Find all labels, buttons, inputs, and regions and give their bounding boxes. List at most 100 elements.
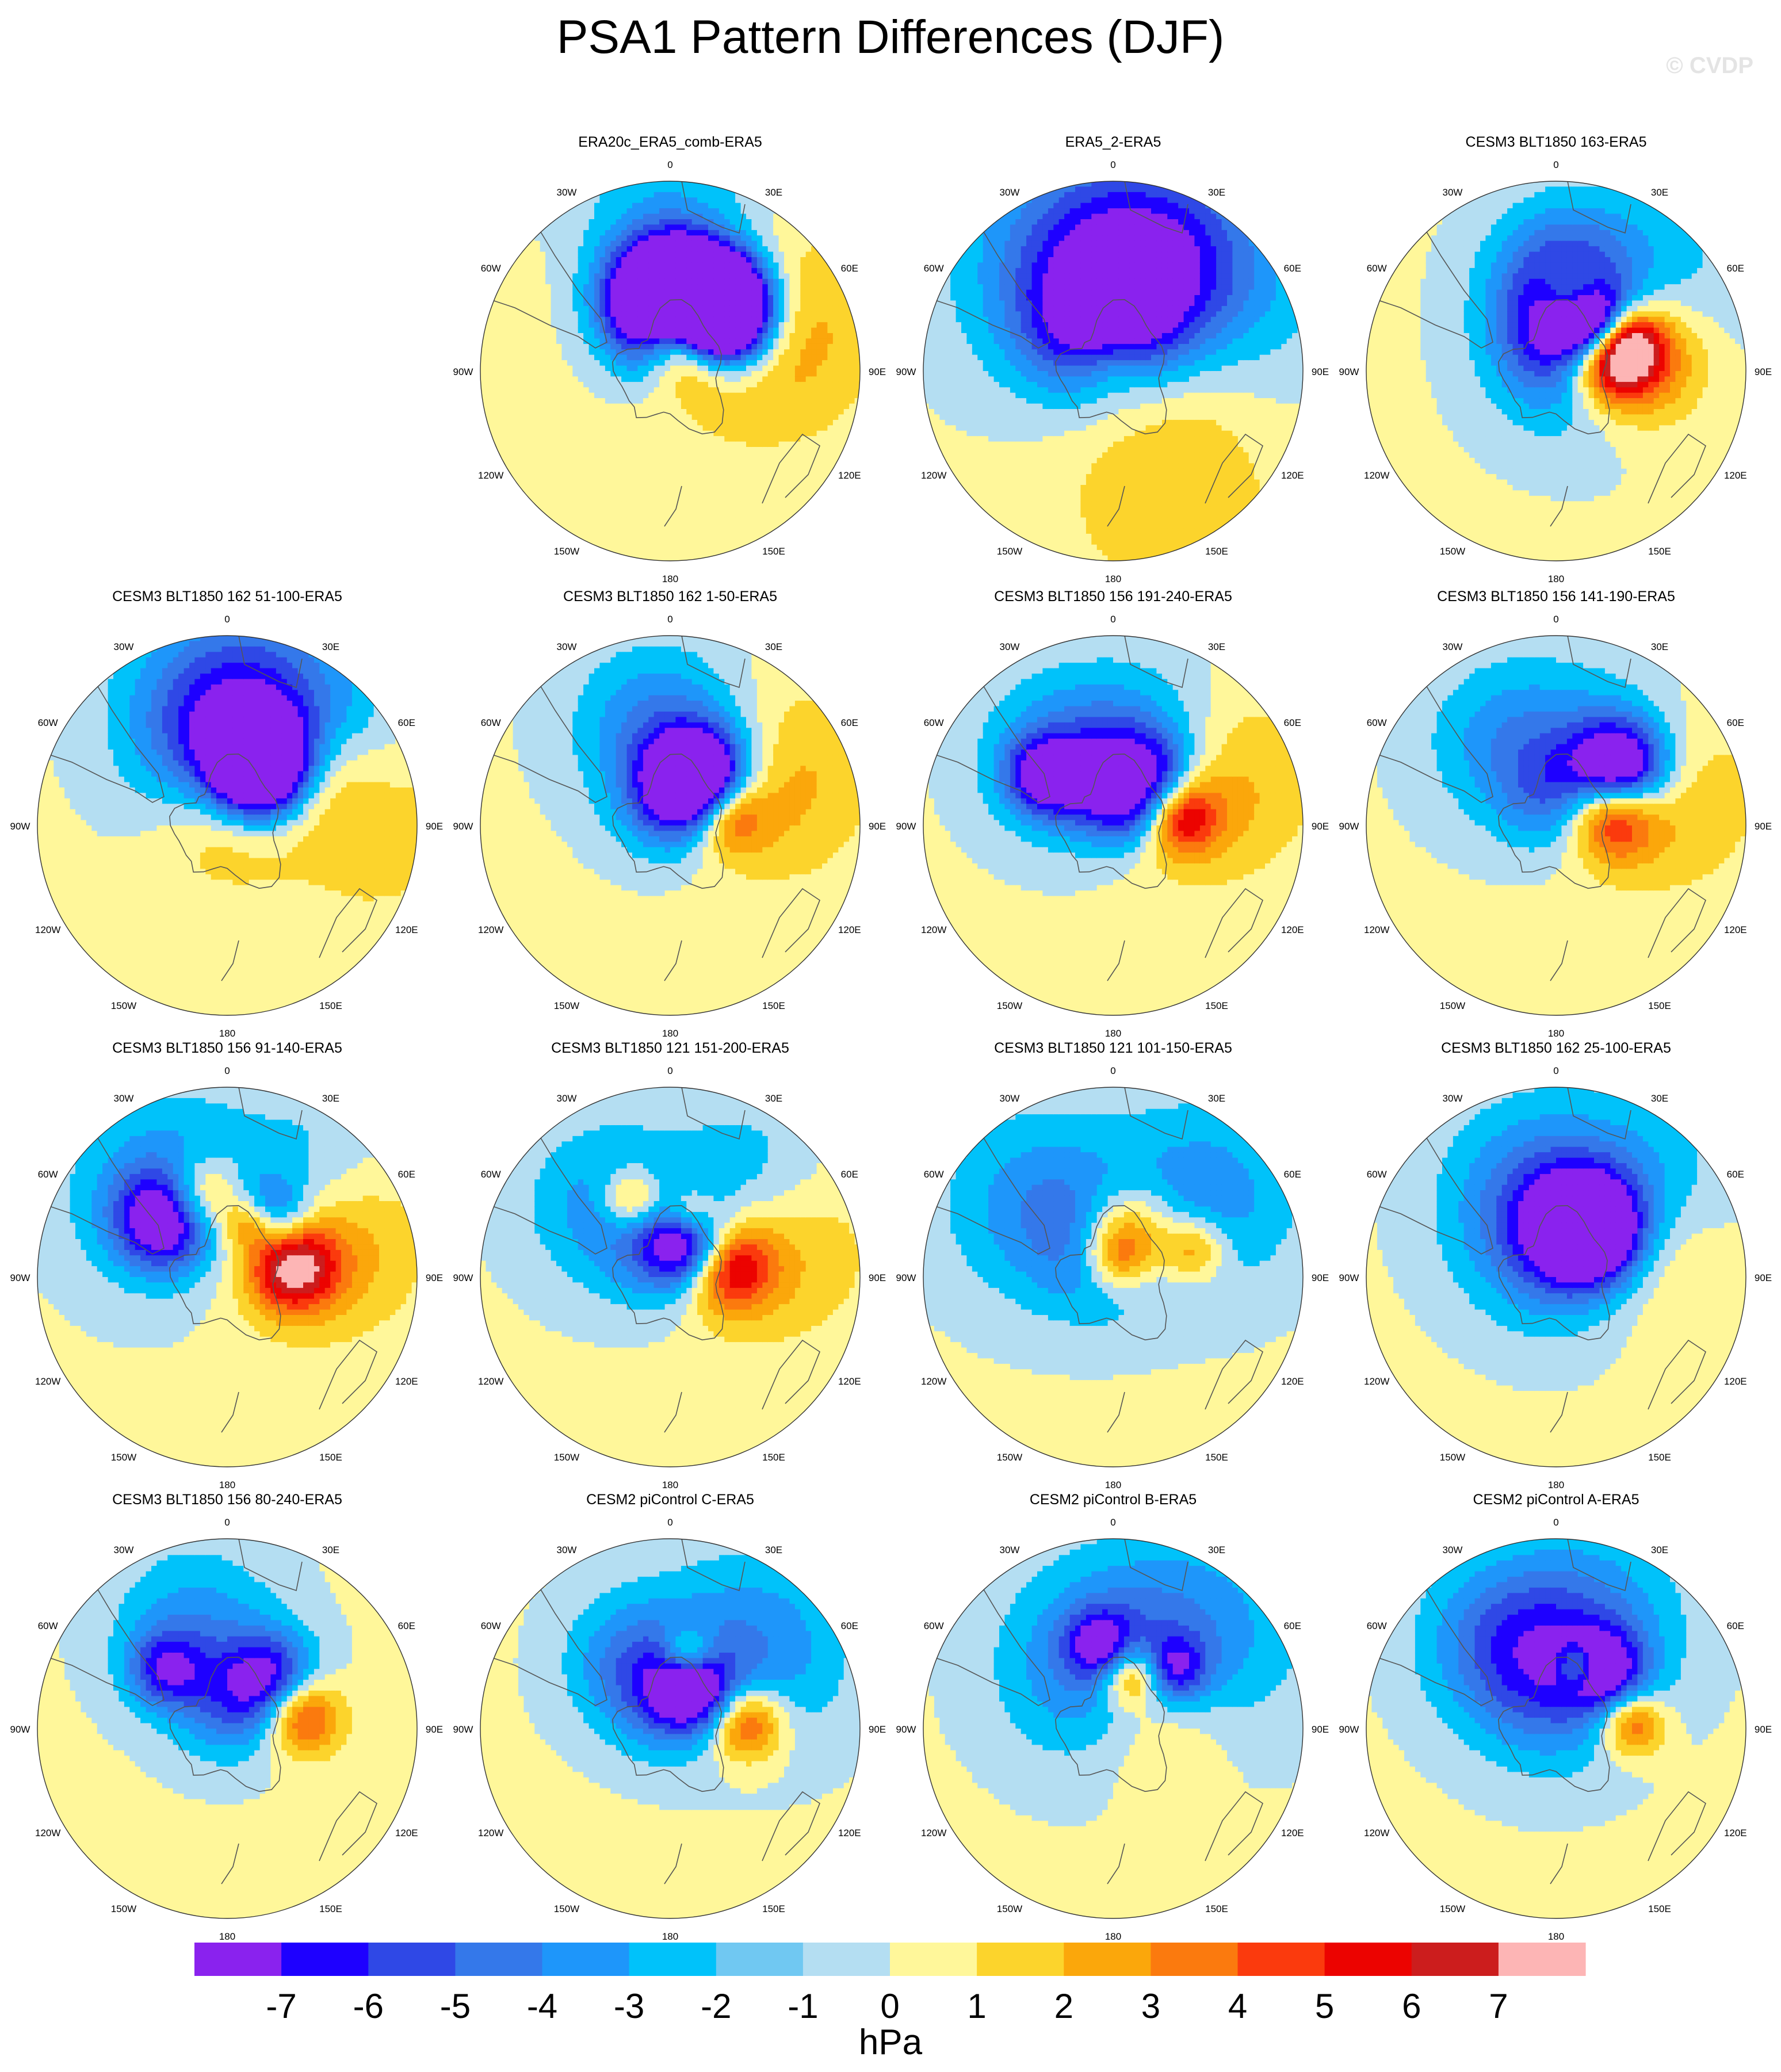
colorbar-swatch <box>1412 1943 1499 1976</box>
lon-label: 90E <box>869 366 886 377</box>
lon-label: 150W <box>997 1000 1022 1011</box>
lon-label: 60E <box>841 1620 858 1631</box>
lon-label: 30W <box>1000 1093 1020 1104</box>
lon-label: 120E <box>395 1376 418 1387</box>
lon-label: 30E <box>1651 187 1668 198</box>
lon-label: 30W <box>1000 187 1020 198</box>
panel-title: CESM2 piControl C-ERA5 <box>586 1492 754 1508</box>
lon-label: 150E <box>762 1452 785 1463</box>
colorbar-tick-label: 4 <box>1228 1987 1247 2025</box>
colorbar-swatch <box>803 1943 890 1976</box>
lon-label: 60W <box>481 1620 501 1631</box>
lon-label: 180 <box>1548 1931 1564 1941</box>
map-panel: CESM2 piControl C-ERA5030E60E90E120E150E… <box>446 1481 895 1941</box>
lon-label: 30E <box>1208 1093 1225 1104</box>
lon-label: 30E <box>765 187 782 198</box>
lon-label: 30E <box>322 1093 339 1104</box>
lon-label: 30E <box>1208 641 1225 652</box>
colorbar-swatch <box>716 1943 804 1976</box>
lon-label: 120E <box>1724 470 1747 481</box>
lon-label: 0 <box>1553 1517 1558 1528</box>
lon-label: 90W <box>10 821 30 832</box>
lon-label: 30W <box>557 641 577 652</box>
map-panel: CESM2 piControl A-ERA5030E60E90E120E150E… <box>1332 1481 1780 1941</box>
lon-label: 0 <box>1110 1517 1115 1528</box>
lon-label: 150W <box>554 546 579 557</box>
colorbar-swatch <box>281 1943 369 1976</box>
colorbar-tick-label: 3 <box>1141 1987 1160 2025</box>
lon-label: 120W <box>478 470 503 481</box>
panel-title: CESM3 BLT1850 121 151-200-ERA5 <box>551 1040 789 1056</box>
colorbar-tick-label: 5 <box>1315 1987 1334 2025</box>
lon-label: 30W <box>557 187 577 198</box>
colorbar-tick-label: 6 <box>1402 1987 1421 2025</box>
lon-label: 150W <box>554 1903 579 1914</box>
colorbar-tick-label: -7 <box>266 1987 296 2025</box>
lon-label: 30W <box>1443 641 1463 652</box>
lon-label: 30W <box>1443 187 1463 198</box>
lon-label: 60E <box>1284 263 1301 274</box>
lon-label: 90W <box>896 366 916 377</box>
lon-label: 120W <box>478 1376 503 1387</box>
map-panel: ERA5_2-ERA5030E60E90E120E150E180150W120W… <box>889 124 1337 584</box>
lon-label: 150W <box>554 1000 579 1011</box>
lon-label: 150E <box>1205 1452 1228 1463</box>
lon-label: 0 <box>224 1065 230 1076</box>
lon-label: 150E <box>762 1903 785 1914</box>
colorbar-swatch <box>1238 1943 1325 1976</box>
colorbar-swatch <box>1151 1943 1238 1976</box>
lon-label: 120E <box>1281 924 1304 935</box>
panel-title: CESM3 BLT1850 156 80-240-ERA5 <box>112 1492 342 1508</box>
lon-label: 150W <box>554 1452 579 1463</box>
lon-label: 0 <box>667 159 672 170</box>
lon-label: 120E <box>1724 1828 1747 1838</box>
pressure-anomaly-field <box>37 1087 418 1467</box>
lon-label: 60E <box>1727 1620 1744 1631</box>
colorbar-swatch <box>890 1943 977 1976</box>
pressure-anomaly-field <box>1366 181 1746 561</box>
lon-label: 60W <box>1367 1169 1387 1180</box>
lon-label: 90E <box>1312 1724 1329 1735</box>
lon-label: 150E <box>1205 1903 1228 1914</box>
lon-label: 150E <box>1205 1000 1228 1011</box>
panel-title: CESM3 BLT1850 156 141-190-ERA5 <box>1437 588 1675 605</box>
lon-label: 0 <box>224 1517 230 1528</box>
panel-title: CESM3 BLT1850 162 1-50-ERA5 <box>563 588 777 605</box>
map-panel: CESM3 BLT1850 162 1-50-ERA5030E60E90E120… <box>446 578 895 1038</box>
colorbar-swatch <box>629 1943 717 1976</box>
lon-label: 120W <box>1364 1376 1389 1387</box>
colorbar-swatch <box>542 1943 630 1976</box>
lon-label: 150W <box>111 1452 136 1463</box>
colorbar-tick-label: 0 <box>880 1987 899 2025</box>
panel-title: CESM2 piControl B-ERA5 <box>1030 1492 1197 1508</box>
lon-label: 30E <box>765 1093 782 1104</box>
lon-label: 90W <box>453 366 473 377</box>
lon-label: 30W <box>1443 1545 1463 1555</box>
lon-label: 30E <box>322 1545 339 1555</box>
lon-label: 30E <box>1651 1093 1668 1104</box>
lon-label: 150W <box>111 1000 136 1011</box>
colorbar-swatch <box>1325 1943 1412 1976</box>
lon-label: 150E <box>319 1000 342 1011</box>
lon-label: 150E <box>1648 546 1671 557</box>
lon-label: 60W <box>1367 263 1387 274</box>
lon-label: 30E <box>1651 1545 1668 1555</box>
lon-label: 90E <box>1755 821 1772 832</box>
lon-label: 150W <box>997 1903 1022 1914</box>
map-panel: CESM3 BLT1850 156 191-240-ERA5030E60E90E… <box>889 578 1337 1038</box>
lon-label: 120W <box>1364 1828 1389 1838</box>
lon-label: 90W <box>453 821 473 832</box>
map-panel: CESM3 BLT1850 162 51-100-ERA5030E60E90E1… <box>3 578 452 1038</box>
lon-label: 30W <box>1000 1545 1020 1555</box>
lon-label: 30W <box>1000 641 1020 652</box>
lon-label: 120W <box>478 924 503 935</box>
lon-label: 0 <box>1110 1065 1115 1076</box>
lon-label: 0 <box>1553 1065 1558 1076</box>
lon-label: 120E <box>1724 1376 1747 1387</box>
colorbar-swatch <box>1064 1943 1151 1976</box>
lon-label: 120W <box>1364 470 1389 481</box>
map-panel: CESM3 BLT1850 162 25-100-ERA5030E60E90E1… <box>1332 1030 1780 1490</box>
lon-label: 90E <box>426 1272 443 1283</box>
lon-label: 120E <box>395 1828 418 1838</box>
colorbar-swatch <box>1499 1943 1586 1976</box>
